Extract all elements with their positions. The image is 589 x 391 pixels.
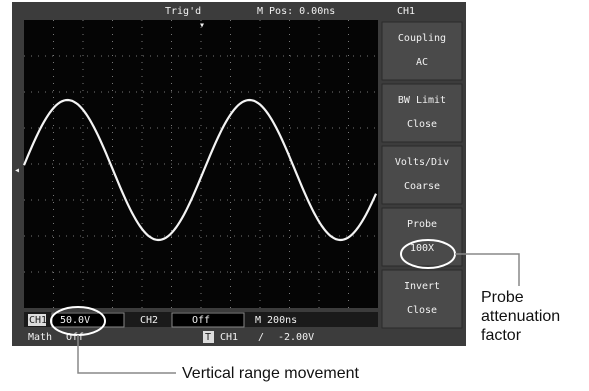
- menu-item: [382, 84, 462, 142]
- menu-value: AC: [416, 57, 428, 68]
- ch1-label: CH1: [29, 315, 47, 326]
- annotation-probe: factor: [481, 327, 522, 344]
- menu-title: Coupling: [398, 33, 446, 44]
- menu-item: [382, 22, 462, 80]
- menu-value: Close: [407, 305, 437, 316]
- plot-area: [24, 20, 378, 308]
- trigger-marker: T: [205, 332, 211, 343]
- annotation-probe: attenuation: [481, 308, 560, 325]
- menu-value: Close: [407, 119, 437, 130]
- trigger-pos-marker: ▾: [199, 20, 205, 31]
- ch2-state: Off: [192, 315, 210, 326]
- status-position: M Pos: 0.00ns: [257, 6, 335, 17]
- timebase: M 200ns: [255, 315, 297, 326]
- ch1-scale: 50.0V: [60, 315, 90, 326]
- menu-title: Invert: [404, 281, 440, 292]
- ch2-label: CH2: [140, 315, 158, 326]
- annotation-probe: Probe: [481, 289, 524, 306]
- status-trigger: Trig'd: [165, 6, 201, 17]
- ch-marker: ◂: [14, 165, 20, 176]
- trigger-edge: /: [258, 332, 264, 343]
- menu-item: [382, 208, 462, 266]
- status-channel: CH1: [397, 6, 415, 17]
- trigger-level: -2.00V: [278, 332, 314, 343]
- menu-item: [382, 270, 462, 328]
- annotation-vertical: Vertical range movement: [182, 365, 360, 382]
- trigger-source: CH1: [220, 332, 238, 343]
- menu-value: 100X: [410, 243, 434, 254]
- figure: ◂ ▾ Trig'd M Pos: 0.00ns CH1 Coupling AC B…: [0, 0, 589, 391]
- menu: Coupling AC BW Limit Close Volts/Div Coarse Pr…: [382, 22, 462, 328]
- menu-item: [382, 146, 462, 204]
- menu-value: Coarse: [404, 181, 440, 192]
- menu-title: Probe: [407, 219, 437, 230]
- math-label: Math: [28, 332, 52, 343]
- menu-title: Volts/Div: [395, 157, 449, 168]
- menu-title: BW Limit: [398, 95, 446, 106]
